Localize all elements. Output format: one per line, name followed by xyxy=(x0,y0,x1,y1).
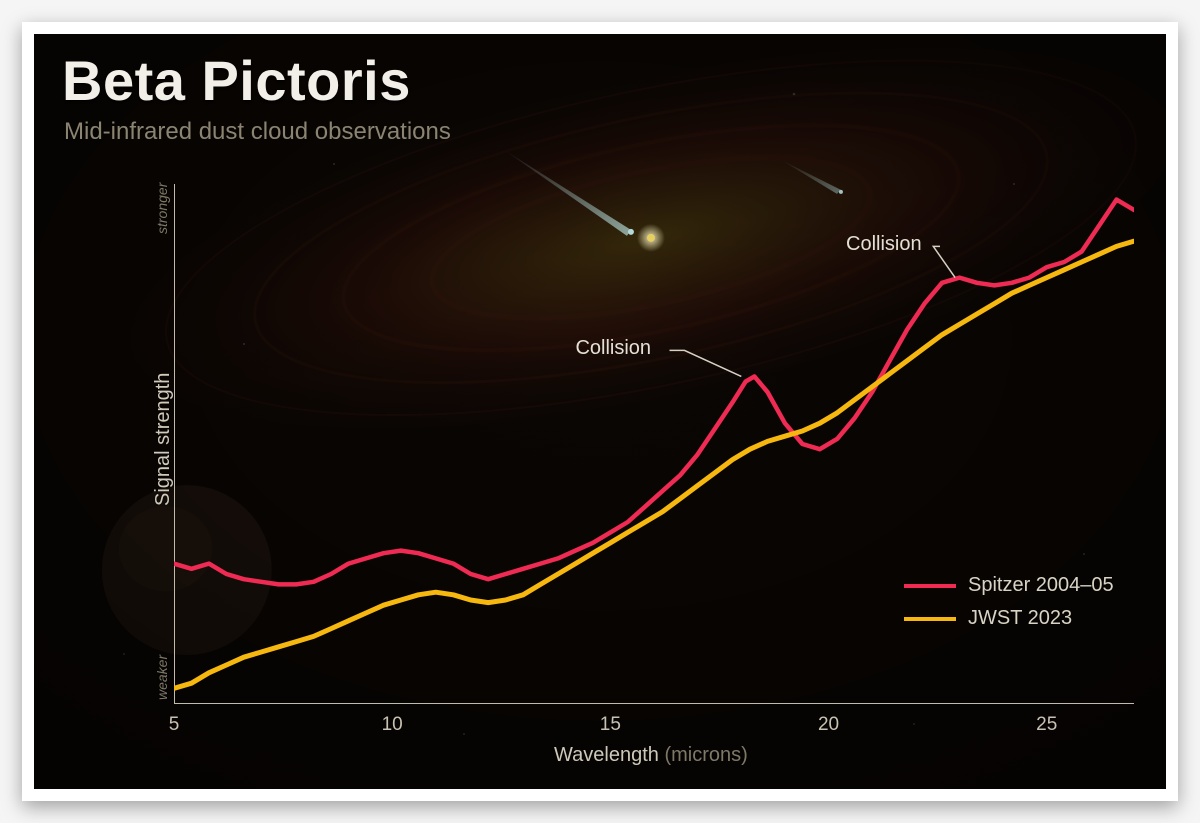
y-axis-label: Signal strength xyxy=(152,373,175,506)
x-tick-label: 25 xyxy=(1036,714,1057,736)
y-axis-stronger-label: stronger xyxy=(154,183,170,234)
x-tick-label: 5 xyxy=(169,714,180,736)
legend-swatch xyxy=(904,617,956,621)
x-tick-label: 10 xyxy=(382,714,403,736)
collision-annotation: Collision xyxy=(575,337,651,360)
x-axis-label-text: Wavelength xyxy=(554,744,659,766)
legend-item: Spitzer 2004–05 xyxy=(904,574,1114,597)
chart-frame: Beta Pictoris Mid-infrared dust cloud ob… xyxy=(22,22,1178,801)
legend-label: JWST 2023 xyxy=(968,607,1072,630)
x-axis-unit: (microns) xyxy=(664,744,747,766)
chart-subtitle: Mid-infrared dust cloud observations xyxy=(64,118,451,146)
x-tick-label: 15 xyxy=(600,714,621,736)
x-axis-label: Wavelength (microns) xyxy=(554,744,748,767)
legend-label: Spitzer 2004–05 xyxy=(968,574,1114,597)
chart-title: Beta Pictoris xyxy=(62,48,411,113)
y-axis-weaker-label: weaker xyxy=(154,655,170,700)
x-tick-label: 20 xyxy=(818,714,839,736)
legend-item: JWST 2023 xyxy=(904,607,1114,630)
legend-swatch xyxy=(904,584,956,588)
legend: Spitzer 2004–05 JWST 2023 xyxy=(904,574,1114,640)
collision-annotation: Collision xyxy=(846,233,922,256)
